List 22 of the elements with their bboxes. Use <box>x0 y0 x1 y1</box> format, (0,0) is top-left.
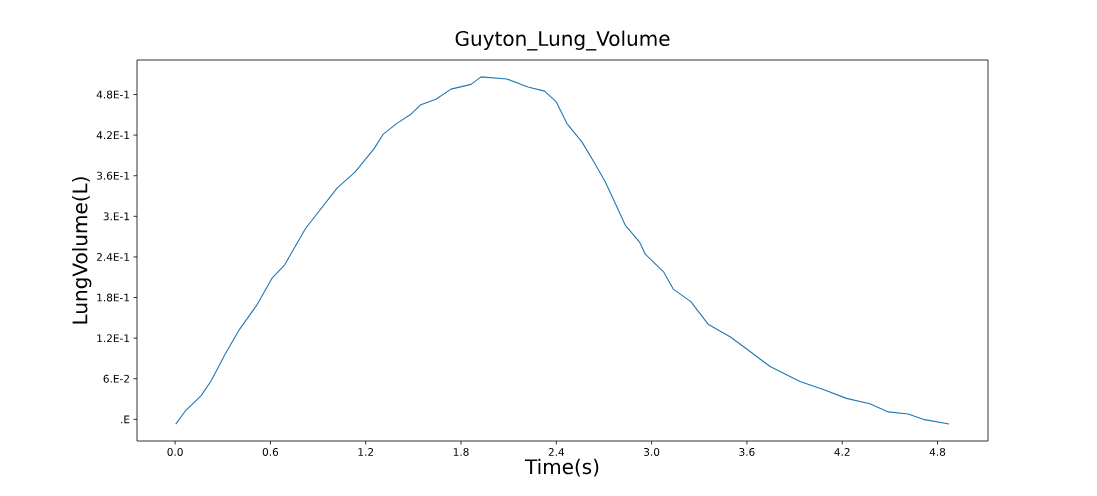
chart-title: Guyton_Lung_Volume <box>455 30 670 51</box>
x-tick-label: 3.0 <box>644 448 660 456</box>
x-tick-label: 0.6 <box>262 448 279 456</box>
x-tick-label: 1.2 <box>358 448 374 456</box>
line-series <box>175 76 950 425</box>
y-tick-label: 2.4E-1 <box>96 253 130 261</box>
y-tick-label: 1.2E-1 <box>97 334 130 343</box>
y-tick-label: 3.E-1 <box>103 212 130 221</box>
y-tick-label: 3.6E-1 <box>96 171 130 180</box>
y-tick-label: 1.8E-1 <box>97 293 130 302</box>
y-tick-label: 4.2E-1 <box>96 131 130 140</box>
x-tick-label: 4.8 <box>929 448 946 456</box>
x-tick-label: 0.0 <box>167 448 183 456</box>
x-tick-label: 1.8 <box>453 448 469 456</box>
x-tick-label: 3.6 <box>739 448 755 456</box>
y-tick-label: 6.E-2 <box>103 374 129 383</box>
y-tick-label: 4.8E-1 <box>96 90 130 99</box>
x-tick-label: 2.4 <box>548 448 565 456</box>
x-tick-label: 4.2 <box>834 448 850 456</box>
y-axis-title: LungVolume(L) <box>71 177 92 324</box>
x-axis-title: Time(s) <box>524 458 599 477</box>
y-tick-label: .E <box>121 415 130 424</box>
